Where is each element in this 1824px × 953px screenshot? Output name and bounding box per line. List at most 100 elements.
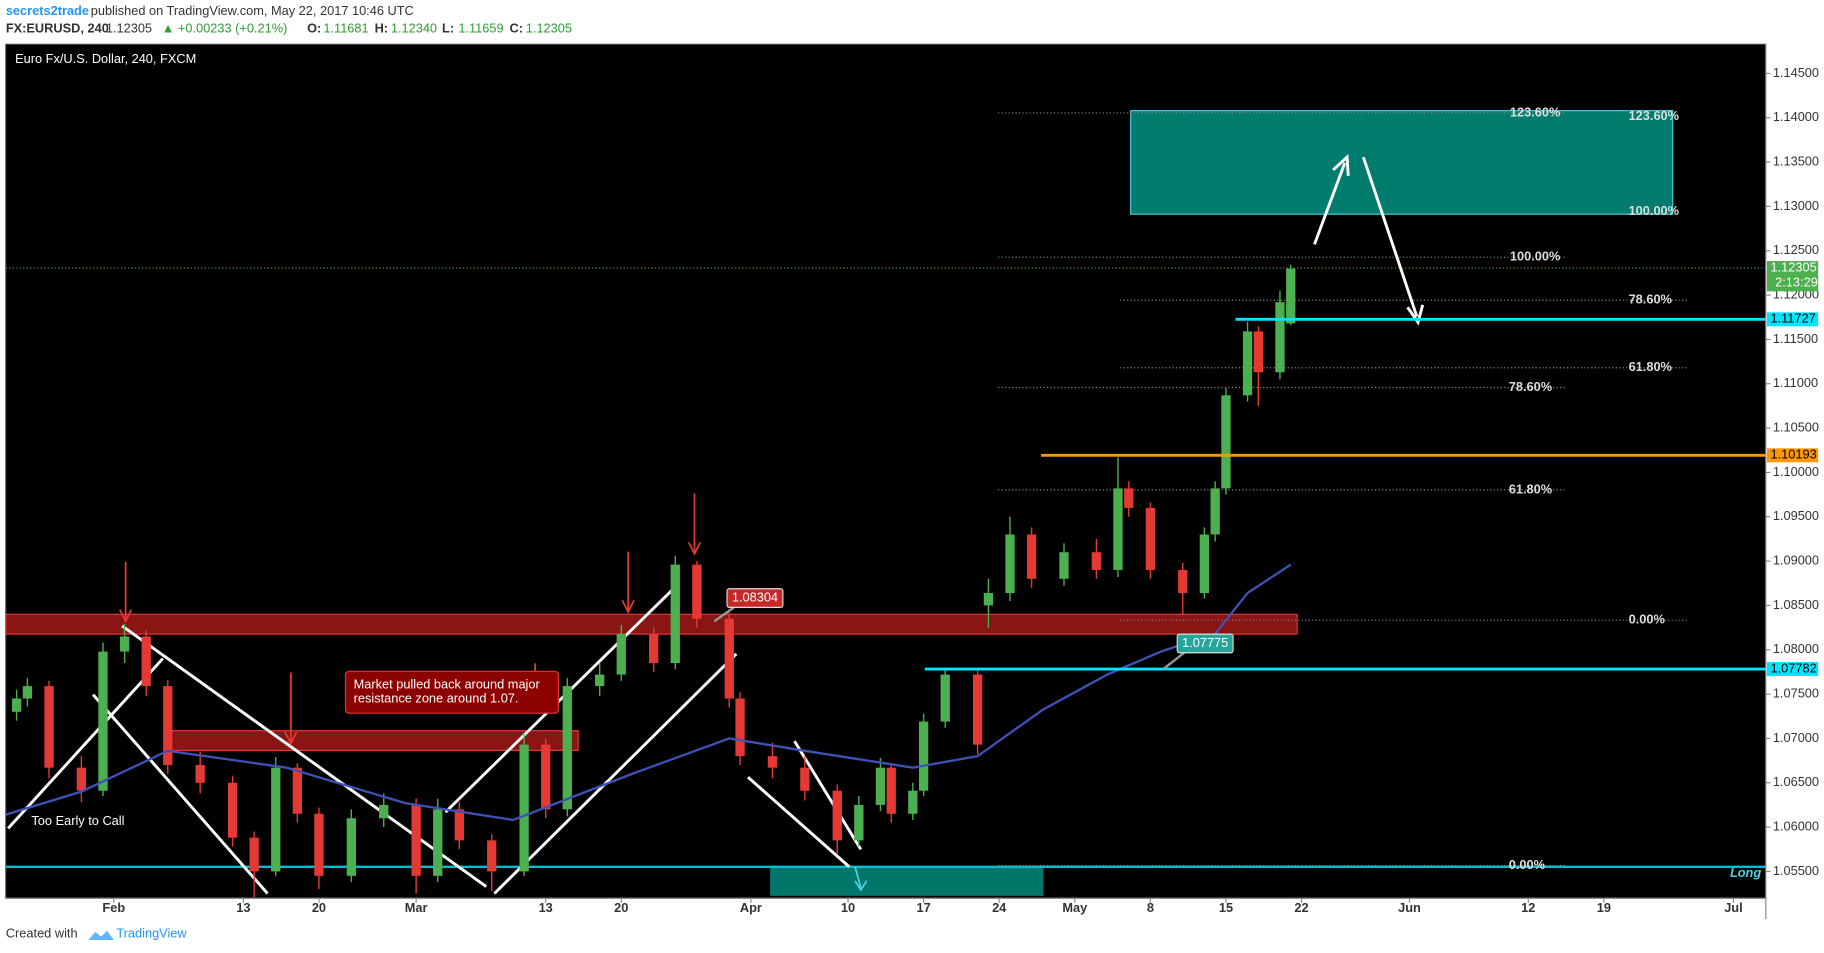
candle-body	[141, 636, 151, 687]
x-tick-label: 20	[614, 900, 628, 915]
y-tick-label: 1.08000	[1773, 641, 1819, 656]
resistance-zone	[5, 613, 1298, 635]
chart-title: Euro Fx/U.S. Dollar, 240, FXCM	[15, 51, 196, 66]
y-tick-label: 1.07000	[1773, 730, 1819, 745]
candle-body	[562, 686, 572, 810]
candle-body	[249, 837, 259, 872]
support-zone	[770, 866, 1044, 896]
candle-body	[800, 767, 810, 791]
x-tick-label: 12	[1521, 900, 1535, 915]
candle-body	[854, 804, 864, 841]
callout-pointer	[1162, 651, 1185, 670]
annotation: Long	[1730, 865, 1761, 880]
x-tick-label: Feb	[102, 900, 125, 915]
x-tick-label: 20	[312, 900, 326, 915]
candle-body	[1005, 534, 1015, 594]
down-arrow	[621, 551, 635, 614]
candle-body	[454, 809, 464, 841]
level-tag-label: 1.10193	[1770, 447, 1816, 462]
header-item: 1.11659	[458, 21, 503, 36]
y-tick-label: 1.09500	[1773, 508, 1819, 523]
callout-label: 1.08304	[732, 589, 778, 604]
header-item: 1.11681	[323, 21, 368, 36]
level-tag	[1767, 312, 1819, 327]
candle-body	[379, 804, 389, 819]
candle-body	[346, 818, 356, 876]
level-tag	[1767, 662, 1819, 677]
x-tick-label: 22	[1294, 900, 1308, 915]
y-tick-label: 1.11500	[1773, 331, 1818, 346]
candle-body	[908, 790, 918, 814]
candle-body	[886, 767, 896, 814]
fib-label: 0.00%	[1629, 612, 1666, 627]
down-arrow	[119, 562, 133, 624]
candles	[11, 264, 1296, 898]
trend-line	[91, 693, 269, 895]
candle-body	[1275, 302, 1285, 373]
down-arrow	[284, 672, 298, 746]
down-arrow	[854, 866, 868, 892]
candle-body	[1242, 331, 1253, 396]
candle-body	[1221, 395, 1231, 489]
header-item: O:	[307, 21, 321, 36]
fib-label: 123.60%	[1629, 108, 1680, 123]
candle-body	[875, 767, 886, 805]
arrow-head	[1406, 304, 1425, 326]
x-tick-label: 17	[917, 900, 931, 915]
fib-label: 123.60%	[1510, 104, 1561, 119]
x-tick-label: Mar	[405, 900, 428, 915]
down-arrow	[687, 493, 702, 556]
callout-label: 1.07775	[1182, 635, 1228, 650]
candle-body	[595, 674, 605, 687]
candle-body	[98, 651, 108, 791]
last-price-label: 1.12305	[1770, 259, 1816, 274]
candle-body	[1286, 268, 1296, 324]
projection-arrow	[1361, 156, 1419, 318]
candle-body	[832, 790, 842, 841]
candle-body	[76, 767, 87, 791]
header-item: 1.12340	[391, 21, 437, 36]
x-tick-label: 24	[992, 900, 1007, 915]
trend-line	[121, 624, 488, 888]
candle-body	[1124, 488, 1134, 508]
x-tick-label: 10	[841, 900, 855, 915]
candle-body	[163, 686, 173, 766]
author[interactable]: secrets2trade	[6, 3, 89, 18]
x-tick-label: 8	[1147, 900, 1154, 915]
candle-body	[119, 636, 130, 652]
annotation: resistance zone around 1.07.	[354, 691, 519, 706]
header-item: L:	[442, 21, 454, 36]
candle-body	[44, 686, 54, 768]
candle-body	[433, 809, 443, 876]
footer-text: Created with	[6, 926, 78, 941]
fib-label: 61.80%	[1509, 481, 1553, 496]
trend-lines	[7, 154, 1425, 895]
fib-lines	[998, 112, 1687, 867]
y-tick-label: 1.11000	[1773, 375, 1818, 390]
countdown: 2:13:29	[1775, 275, 1818, 290]
candle-body	[1210, 488, 1220, 535]
candle-body	[314, 813, 324, 876]
candle-body	[983, 593, 994, 606]
last-price-tag	[1767, 261, 1819, 292]
candle-body	[1253, 331, 1263, 373]
y-tick-label: 1.06000	[1773, 818, 1819, 833]
x-tick-label: 15	[1219, 900, 1233, 915]
y-tick-label: 1.05500	[1773, 863, 1819, 878]
candle-body	[11, 698, 22, 712]
fib-label: 61.80%	[1629, 359, 1673, 374]
annotation: Market pulled back around major	[354, 677, 541, 692]
y-tick-label: 1.06500	[1773, 774, 1819, 789]
target-zone	[1130, 110, 1674, 215]
footer-brand[interactable]: TradingView	[116, 926, 187, 941]
y-tick-label: 1.13000	[1773, 198, 1819, 213]
candle-body	[649, 633, 659, 664]
y-tick-label: 1.14000	[1773, 109, 1819, 124]
trend-line	[793, 740, 863, 851]
candle-body	[692, 564, 702, 619]
callout-box	[1176, 633, 1234, 654]
candle-body	[616, 633, 626, 675]
y-tick-label: 1.10000	[1773, 464, 1819, 479]
x-tick-label: 13	[236, 900, 250, 915]
